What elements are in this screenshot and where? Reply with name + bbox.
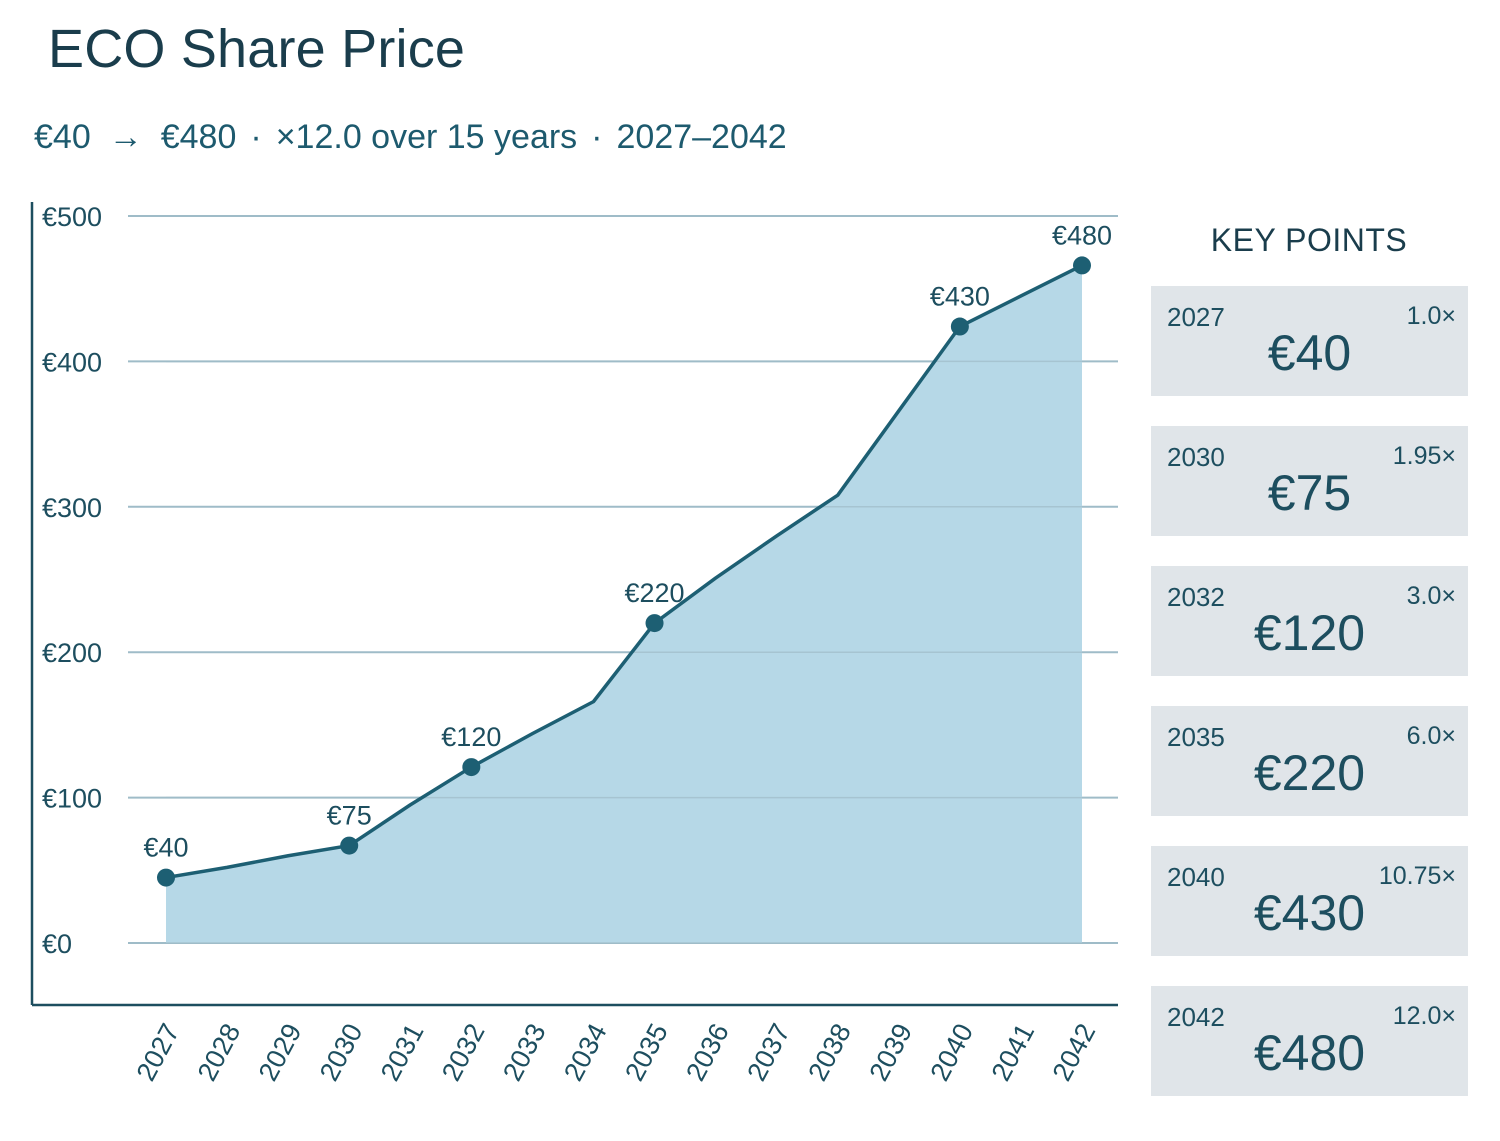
x-tick-label: 2032 <box>436 1019 491 1086</box>
key-point-multiple: 3.0× <box>1406 582 1456 610</box>
key-point-multiple: 1.0× <box>1406 302 1456 330</box>
key-point-value: €75 <box>1267 465 1352 521</box>
key-point-value: €480 <box>1253 1025 1366 1081</box>
x-tick-label: 2040 <box>924 1019 979 1086</box>
key-point-value: €40 <box>1267 325 1352 381</box>
data-point <box>340 836 359 855</box>
key-point-card: 2027 1.0× €40 <box>1151 286 1468 396</box>
subtitle-end: €480 <box>160 118 237 156</box>
chart-title: ECO Share Price <box>48 19 466 79</box>
x-tick-label: 2041 <box>986 1019 1041 1086</box>
key-points-title: KEY POINTS <box>1210 222 1408 258</box>
x-tick-label: 2038 <box>802 1019 857 1086</box>
key-point-year: 2042 <box>1167 1002 1225 1032</box>
key-point-value: €430 <box>1253 885 1366 941</box>
key-point-card: 2042 12.0× €480 <box>1151 986 1468 1096</box>
y-tick-label: €500 <box>42 202 102 232</box>
data-point <box>645 614 664 633</box>
x-tick-label: 2029 <box>253 1019 308 1086</box>
y-tick-label: €400 <box>42 347 102 377</box>
y-tick-label: €300 <box>42 493 102 523</box>
key-point-value: €220 <box>1253 745 1366 801</box>
data-point <box>462 758 481 777</box>
subtitle-growth: ×12.0 over 15 years <box>275 118 578 156</box>
subtitle-separator: · <box>591 118 603 156</box>
key-point-multiple: 12.0× <box>1392 1002 1456 1030</box>
key-point-card: 2030 1.95× €75 <box>1151 426 1468 536</box>
price-series <box>157 215 1091 944</box>
chart-subtitle: €40 → €480 · ×12.0 over 15 years · 2027–2042 <box>34 118 787 157</box>
data-label: €480 <box>1052 220 1112 250</box>
x-tick-label: 2027 <box>131 1019 186 1086</box>
key-point-multiple: 10.75× <box>1378 862 1456 890</box>
key-point-year: 2030 <box>1167 442 1225 472</box>
key-point-card: 2035 6.0× €220 <box>1151 706 1468 816</box>
x-tick-label: 2036 <box>680 1019 735 1086</box>
key-point-value: €120 <box>1253 605 1366 661</box>
x-tick-label: 2037 <box>741 1019 796 1086</box>
x-tick-label: 2031 <box>375 1019 430 1086</box>
price-area <box>166 265 1082 943</box>
key-point-multiple: 6.0× <box>1406 722 1456 750</box>
chart-axes <box>30 202 1118 1007</box>
y-tick-label: €0 <box>42 929 72 959</box>
data-label: €220 <box>624 578 684 608</box>
key-point-year: 2040 <box>1167 862 1225 892</box>
x-tick-label: 2042 <box>1047 1019 1102 1086</box>
key-point-card: 2040 10.75× €430 <box>1151 846 1468 956</box>
x-tick-label: 2034 <box>558 1019 613 1086</box>
data-label: €40 <box>143 833 188 863</box>
subtitle-range: 2027–2042 <box>616 118 787 156</box>
y-tick-label: €100 <box>42 784 102 814</box>
x-tick-label: 2039 <box>863 1019 918 1086</box>
data-point <box>950 317 969 336</box>
data-point <box>157 868 175 887</box>
key-point-multiple: 1.95× <box>1392 442 1456 470</box>
subtitle-separator: · <box>250 118 262 156</box>
data-label: €430 <box>930 282 990 312</box>
subtitle-start: €40 <box>34 118 91 156</box>
x-tick-label: 2028 <box>192 1019 247 1086</box>
key-point-year: 2027 <box>1167 302 1225 332</box>
data-label: €75 <box>327 801 372 831</box>
key-point-year: 2035 <box>1167 722 1225 752</box>
price-line <box>165 263 1083 880</box>
key-point-year: 2032 <box>1167 582 1225 612</box>
x-tick-label: 2030 <box>314 1019 369 1086</box>
x-tick-label: 2033 <box>497 1019 552 1086</box>
data-point <box>1073 256 1091 275</box>
subtitle-arrow: → <box>108 118 143 156</box>
key-point-card: 2032 3.0× €120 <box>1151 566 1468 676</box>
x-tick-label: 2035 <box>619 1019 674 1086</box>
data-label: €120 <box>441 722 501 752</box>
y-tick-label: €200 <box>42 638 102 668</box>
